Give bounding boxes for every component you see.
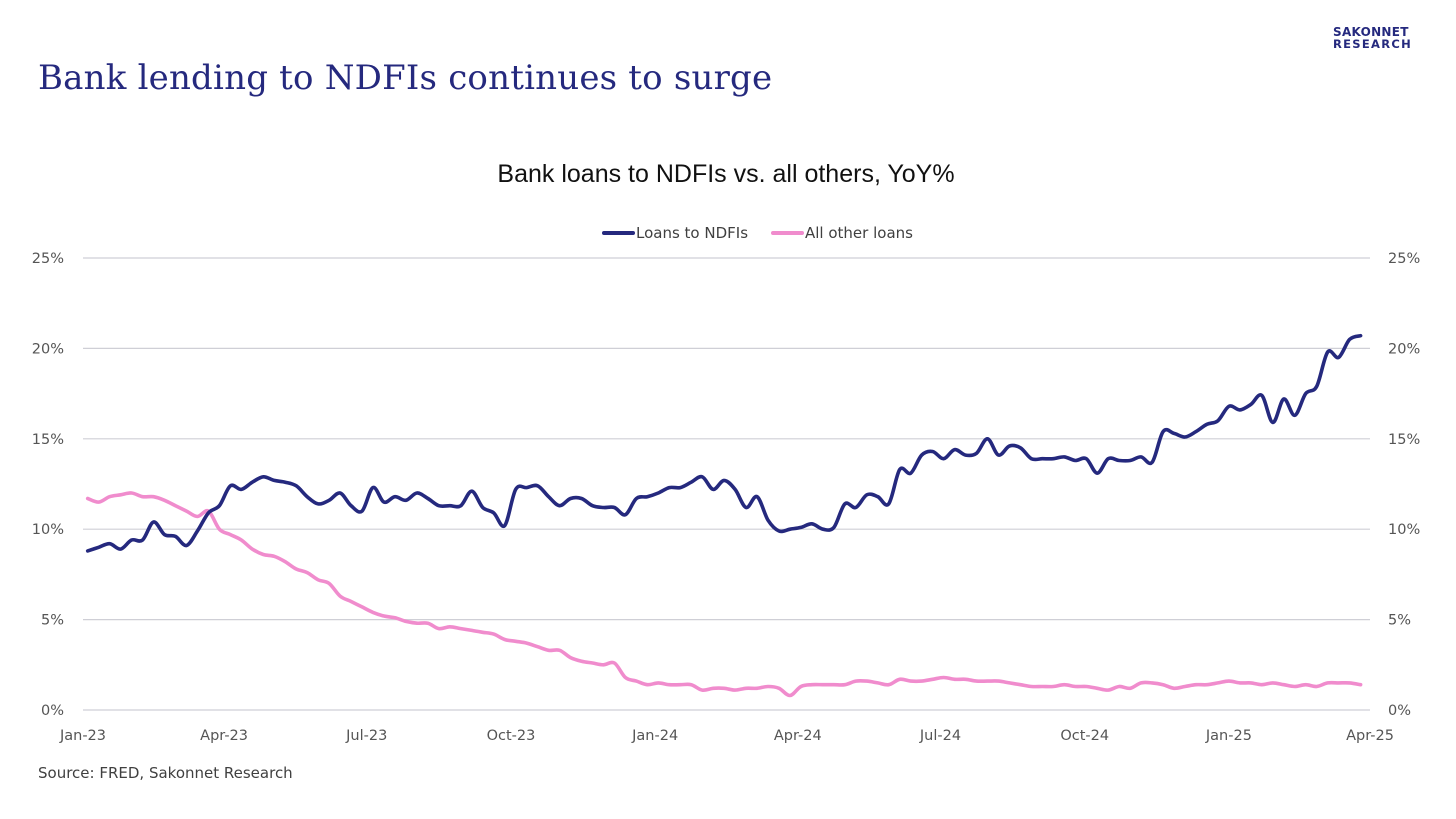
y-axis-left: 0% 5% 10% 15% 20% 25% [32, 251, 64, 719]
y-tick-label-right: 0% [1388, 703, 1411, 719]
y-tick-label-left: 5% [41, 613, 64, 629]
x-tick-label: Jan-24 [631, 728, 678, 744]
y-tick-label-left: 15% [32, 432, 64, 448]
chart-title: Bank loans to NDFIs vs. all others, YoY% [497, 160, 954, 188]
x-tick-label: Oct-24 [1060, 728, 1109, 744]
x-tick-label: Jul-24 [919, 728, 961, 744]
legend-label-other: All other loans [805, 224, 913, 242]
y-tick-label-left: 25% [32, 251, 64, 267]
legend-label-ndfi: Loans to NDFIs [636, 224, 748, 242]
y-tick-label-left: 0% [41, 703, 64, 719]
y-tick-label-right: 20% [1388, 341, 1420, 357]
y-tick-label-right: 10% [1388, 522, 1420, 538]
x-tick-label: Jul-23 [345, 728, 387, 744]
x-tick-label: Jan-23 [59, 728, 106, 744]
y-axis-right: 0% 5% 10% 15% 20% 25% [1388, 251, 1420, 719]
x-axis: Jan-23 Apr-23 Jul-23 Oct-23 Jan-24 Apr-24 Jul-… [59, 728, 1394, 744]
gridlines [83, 257, 1370, 711]
y-tick-label-right: 5% [1388, 613, 1411, 629]
series-line-other-loans [85, 491, 1363, 698]
x-tick-label: Apr-24 [774, 728, 822, 744]
chart-legend: Loans to NDFIs All other loans [602, 224, 913, 242]
series-lines [85, 333, 1363, 698]
source-note: Source: FRED, Sakonnet Research [38, 764, 293, 782]
x-tick-label: Oct-23 [487, 728, 536, 744]
sakonnet-research-logo: SAKONNET RESEARCH [1333, 26, 1415, 50]
series-line-ndfi [85, 333, 1363, 553]
y-tick-label-right: 25% [1388, 251, 1420, 267]
x-tick-label: Apr-25 [1346, 728, 1394, 744]
logo-line-1: SAKONNET [1333, 25, 1409, 39]
x-tick-label: Jan-25 [1205, 728, 1252, 744]
y-tick-label-right: 15% [1388, 432, 1420, 448]
logo-line-2: RESEARCH [1333, 37, 1413, 51]
x-tick-label: Apr-23 [200, 728, 248, 744]
slide-title: Bank lending to NDFIs continues to surge [38, 58, 773, 98]
y-tick-label-left: 10% [32, 522, 64, 538]
y-tick-label-left: 20% [32, 341, 64, 357]
